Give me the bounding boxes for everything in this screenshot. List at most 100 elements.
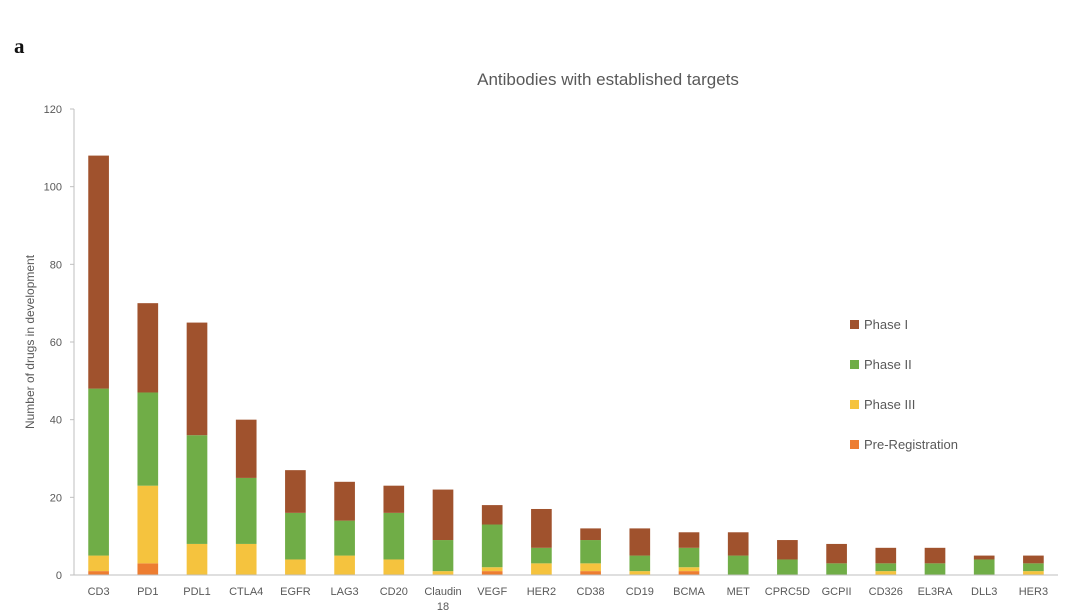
bar-phase-i-pdl1 <box>186 322 208 436</box>
bar-phase-iii-ctla4 <box>235 543 257 575</box>
x-tick-label: HER3 <box>1019 586 1048 598</box>
legend-label: Pre-Registration <box>864 437 958 452</box>
bar-phase-iii-pd1 <box>137 485 159 564</box>
x-tick-label: LAG3 <box>331 586 359 598</box>
bar-phase-iii-vegf <box>481 567 503 572</box>
bar-phase-i-cprc5d <box>777 540 798 560</box>
bar-pre-registration-pd1 <box>137 563 159 575</box>
y-tick-label: 20 <box>50 492 62 504</box>
x-tick-label: CD20 <box>380 586 408 598</box>
x-tick-label: DLL3 <box>971 586 997 598</box>
bar-phase-i-dll3 <box>973 555 995 560</box>
bar-phase-i-el3ra <box>924 547 946 564</box>
bar-phase-i-claudin-18 <box>432 489 454 541</box>
bar-phase-ii-cd20 <box>383 512 405 560</box>
bar-phase-iii-cd38 <box>580 563 601 572</box>
x-tick-label: HER2 <box>527 586 556 598</box>
bar-phase-i-ctla4 <box>235 419 257 478</box>
x-tick-label: PD1 <box>137 586 158 598</box>
bar-pre-registration-cd3 <box>88 571 109 575</box>
x-tick-label: CD326 <box>869 586 903 598</box>
bar-phase-iii-lag3 <box>334 555 355 575</box>
y-tick-label: 80 <box>50 259 62 271</box>
bar-phase-ii-pd1 <box>137 392 159 486</box>
x-tick-label: CTLA4 <box>229 586 263 598</box>
bar-pre-registration-vegf <box>481 571 503 575</box>
bar-phase-i-vegf <box>481 505 503 525</box>
legend-label: Phase I <box>864 317 908 332</box>
y-tick-label: 0 <box>56 570 62 582</box>
x-tick-label: CD38 <box>577 586 605 598</box>
x-tick-label: VEGF <box>477 586 507 598</box>
bar-phase-ii-cd19 <box>629 555 651 572</box>
bar-phase-i-her3 <box>1023 555 1044 564</box>
bar-phase-i-cd3 <box>88 155 109 389</box>
bar-phase-ii-cprc5d <box>777 559 798 575</box>
bar-pre-registration-cd38 <box>580 571 601 575</box>
legend-swatch <box>850 440 859 449</box>
x-axis: CD3 PD1 PDL1 CTLA4 EGFR LAG3 CD20 Claudin 18 VEGF… <box>74 574 1058 611</box>
bar-phase-i-cd19 <box>629 528 651 556</box>
legend-label: Phase III <box>864 397 915 412</box>
bar-phase-iii-pdl1 <box>186 543 208 575</box>
panel-label: a <box>14 34 25 58</box>
x-tick-label: Claudin 18 <box>424 586 461 611</box>
legend-swatch <box>850 400 859 409</box>
bar-phase-ii-gcpii <box>826 563 847 575</box>
x-tick-label: CPRC5D <box>765 586 810 598</box>
bar-phase-ii-dll3 <box>973 559 995 575</box>
legend-swatch <box>850 360 859 369</box>
bar-phase-ii-cd326 <box>875 563 897 572</box>
bar-phase-iii-bcma <box>678 567 700 572</box>
bar-phase-iii-cd326 <box>875 571 897 575</box>
bar-pre-registration-bcma <box>678 571 700 575</box>
legend-label: Phase II <box>864 357 912 372</box>
bar-phase-iii-cd19 <box>629 571 651 575</box>
chart-title: Antibodies with established targets <box>477 70 739 89</box>
x-tick-label: PDL1 <box>183 586 211 598</box>
bar-phase-i-cd38 <box>580 528 601 541</box>
bar-phase-iii-her3 <box>1023 571 1044 575</box>
bar-phase-i-pd1 <box>137 303 159 393</box>
bar-phase-i-cd20 <box>383 485 405 513</box>
bar-phase-i-lag3 <box>334 481 355 521</box>
bar-phase-ii-lag3 <box>334 520 355 556</box>
x-tick-label: BCMA <box>673 586 705 598</box>
legend: Phase I Phase II Phase III Pre-Registration <box>850 317 958 452</box>
bars <box>88 155 1044 575</box>
bar-phase-i-cd326 <box>875 547 897 564</box>
x-tick-label: CD19 <box>626 586 654 598</box>
y-axis: 0 20 40 60 80 100 120 <box>44 104 75 582</box>
bar-phase-ii-met <box>727 555 749 575</box>
bar-phase-ii-her3 <box>1023 563 1044 572</box>
bar-phase-ii-vegf <box>481 524 503 568</box>
bar-phase-iii-cd20 <box>383 559 405 575</box>
x-tick-label: GCPII <box>822 586 852 598</box>
bar-phase-ii-cd38 <box>580 540 601 564</box>
y-tick-label: 40 <box>50 415 62 427</box>
legend-swatch <box>850 320 859 329</box>
x-tick-label: MET <box>727 586 751 598</box>
bar-phase-i-her2 <box>531 508 552 548</box>
bar-phase-ii-cd3 <box>88 388 109 556</box>
y-tick-label: 100 <box>44 182 62 194</box>
bar-phase-ii-ctla4 <box>235 477 257 544</box>
bar-phase-ii-el3ra <box>924 563 946 575</box>
x-tick-label: EL3RA <box>918 586 954 598</box>
bar-phase-ii-egfr <box>285 512 306 560</box>
y-axis-label: Number of drugs in development <box>23 254 37 429</box>
bar-phase-ii-pdl1 <box>186 435 208 544</box>
bar-phase-i-egfr <box>285 470 306 513</box>
bar-phase-ii-her2 <box>531 547 552 564</box>
bar-phase-iii-her2 <box>531 563 552 575</box>
bar-phase-iii-egfr <box>285 559 306 575</box>
y-tick-label: 60 <box>50 337 62 349</box>
x-tick-label: EGFR <box>280 586 311 598</box>
bar-phase-i-bcma <box>678 532 700 548</box>
y-tick-label: 120 <box>44 104 62 116</box>
bar-phase-iii-claudin-18 <box>432 571 454 575</box>
bar-phase-i-met <box>727 532 749 556</box>
bar-phase-iii-cd3 <box>88 555 109 572</box>
bar-phase-i-gcpii <box>826 543 847 564</box>
